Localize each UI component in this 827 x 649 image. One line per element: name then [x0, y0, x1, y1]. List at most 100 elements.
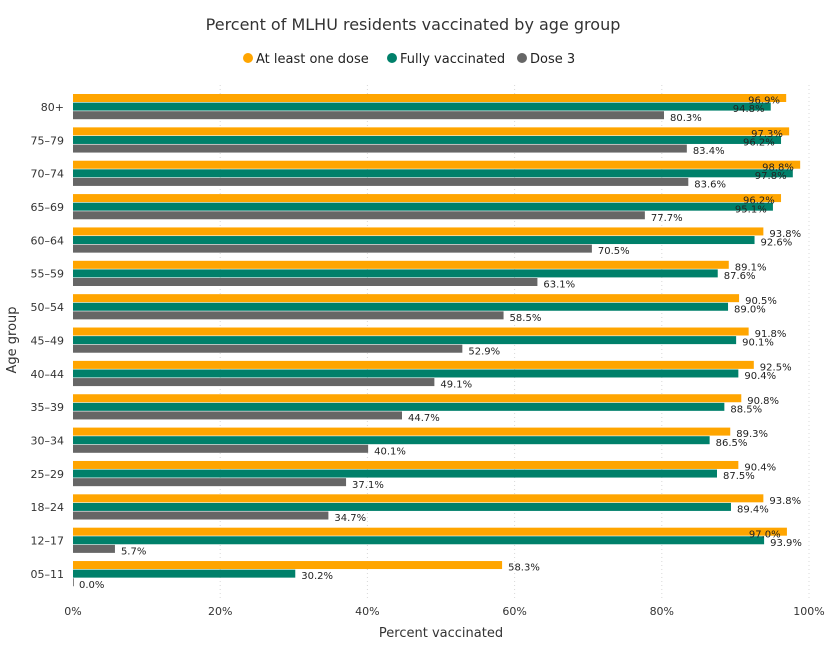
- bar-fully-vaccinated: [73, 436, 710, 445]
- data-label: 89.4%: [737, 505, 769, 516]
- x-tick-label: 0%: [64, 605, 81, 618]
- bar-at-least-one-dose: [73, 427, 731, 436]
- data-label: 80.3%: [670, 113, 702, 124]
- bar-dose-3: [73, 478, 347, 487]
- bar-fully-vaccinated: [73, 502, 731, 511]
- y-axis-ticks: 80+ 75–79 70–74 65–69 60–64 55–59 50–54 45–49 40…: [31, 101, 65, 581]
- data-label: 63.1%: [543, 280, 575, 291]
- bar-dose-3: [73, 144, 687, 153]
- x-tick-label: 20%: [208, 605, 232, 618]
- bar-fully-vaccinated: [73, 402, 725, 411]
- x-tick-label: 40%: [355, 605, 379, 618]
- data-label: 97.0%: [749, 529, 781, 540]
- data-label: 97.8%: [755, 171, 787, 182]
- data-label: 88.5%: [730, 404, 762, 415]
- x-axis-ticks: 0% 20% 40% 60% 80% 100%: [64, 605, 824, 618]
- data-label: 92.5%: [760, 362, 792, 373]
- data-labels: 96.9%94.8%80.3%97.3%96.2%83.4%98.8%97.8%…: [79, 96, 802, 591]
- bar-fully-vaccinated: [73, 135, 782, 144]
- bar-at-least-one-dose: [73, 127, 790, 136]
- bar-fully-vaccinated: [73, 102, 771, 111]
- bar-at-least-one-dose: [73, 360, 754, 369]
- data-label: 89.0%: [734, 304, 766, 315]
- data-label: 34.7%: [334, 513, 366, 524]
- legend-label: At least one dose: [256, 52, 369, 67]
- data-label: 90.5%: [745, 296, 777, 307]
- data-label: 58.3%: [508, 563, 540, 574]
- bar-fully-vaccinated: [73, 569, 296, 578]
- y-tick-label: 25–29: [31, 468, 65, 481]
- data-label: 0.0%: [79, 580, 104, 591]
- data-label: 93.8%: [769, 496, 801, 507]
- y-tick-label: 35–39: [31, 401, 65, 414]
- legend-label: Fully vaccinated: [400, 52, 505, 67]
- bar-dose-3: [73, 411, 402, 420]
- bar-dose-3: [73, 211, 645, 220]
- legend-marker-icon: [387, 53, 397, 63]
- bar-dose-3: [73, 311, 504, 320]
- y-tick-label: 50–54: [31, 301, 65, 314]
- bar-at-least-one-dose: [73, 527, 787, 536]
- data-label: 97.3%: [751, 129, 783, 140]
- data-label: 96.9%: [748, 96, 780, 107]
- y-tick-label: 12–17: [31, 535, 65, 548]
- y-tick-label: 18–24: [31, 501, 65, 514]
- bars: [73, 94, 801, 587]
- legend-marker-icon: [517, 53, 527, 63]
- bar-at-least-one-dose: [73, 460, 739, 469]
- bar-fully-vaccinated: [73, 236, 755, 245]
- data-label: 96.2%: [743, 138, 775, 149]
- y-tick-label: 05–11: [31, 568, 65, 581]
- bar-dose-3: [73, 444, 369, 453]
- y-tick-label: 60–64: [31, 234, 65, 247]
- bar-at-least-one-dose: [73, 327, 749, 336]
- chart-title: Percent of MLHU residents vaccinated by …: [206, 15, 621, 34]
- data-label: 93.8%: [769, 229, 801, 240]
- bar-at-least-one-dose: [73, 194, 782, 203]
- data-label: 87.5%: [723, 471, 755, 482]
- bar-fully-vaccinated: [73, 369, 739, 378]
- y-tick-label: 45–49: [31, 334, 65, 347]
- data-label: 94.8%: [733, 104, 765, 115]
- legend: At least one dose Fully vaccinated Dose 3: [243, 52, 575, 67]
- data-label: 89.1%: [735, 262, 767, 273]
- data-label: 86.5%: [716, 438, 748, 449]
- data-label: 87.6%: [724, 271, 756, 282]
- y-tick-label: 80+: [41, 101, 64, 114]
- bar-at-least-one-dose: [73, 494, 764, 503]
- data-label: 5.7%: [121, 546, 146, 557]
- bar-at-least-one-dose: [73, 94, 787, 102]
- data-label: 89.3%: [736, 429, 768, 440]
- legend-marker-icon: [243, 53, 253, 63]
- data-label: 30.2%: [301, 571, 333, 582]
- data-label: 90.8%: [747, 396, 779, 407]
- bar-dose-3: [73, 177, 689, 186]
- bar-dose-3: [73, 278, 538, 286]
- data-label: 58.5%: [510, 313, 542, 324]
- data-label: 44.7%: [408, 413, 440, 424]
- x-tick-label: 80%: [650, 605, 674, 618]
- x-tick-label: 60%: [502, 605, 526, 618]
- bar-dose-3: [73, 111, 665, 120]
- bar-fully-vaccinated: [73, 336, 737, 345]
- bar-at-least-one-dose: [73, 294, 740, 303]
- data-label: 70.5%: [598, 246, 630, 257]
- bar-fully-vaccinated: [73, 302, 729, 311]
- data-label: 93.9%: [770, 538, 802, 549]
- y-tick-label: 75–79: [31, 134, 65, 147]
- x-tick-label: 100%: [793, 605, 824, 618]
- data-label: 40.1%: [374, 446, 406, 457]
- data-label: 90.4%: [744, 463, 776, 474]
- data-label: 83.6%: [694, 180, 726, 191]
- data-label: 96.2%: [743, 196, 775, 207]
- bar-dose-3: [73, 378, 435, 387]
- bar-at-least-one-dose: [73, 160, 801, 169]
- data-label: 98.8%: [762, 162, 794, 173]
- y-axis-title: Age group: [5, 306, 20, 373]
- data-label: 91.8%: [755, 329, 787, 340]
- bar-dose-3: [73, 244, 592, 253]
- data-label: 37.1%: [352, 480, 384, 491]
- y-tick-label: 65–69: [31, 201, 65, 214]
- bar-dose-3: [73, 344, 463, 353]
